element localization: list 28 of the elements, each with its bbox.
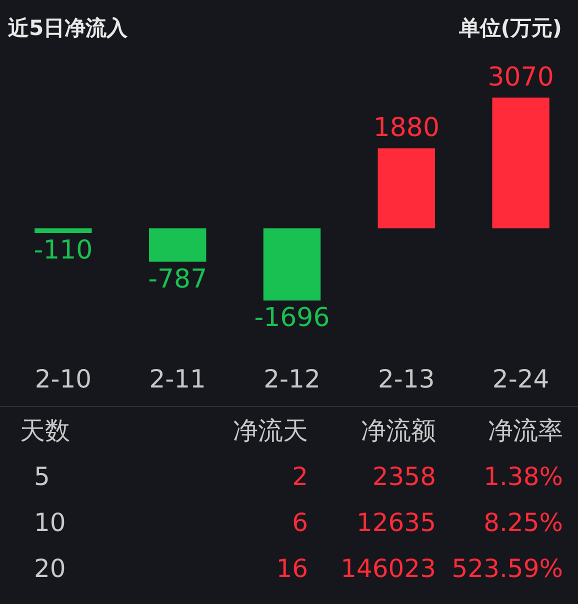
x-tick-label: 2-10 [34,364,92,394]
text: 1.38% [482,462,563,490]
x-tick-label: 2-12 [264,364,320,394]
category-label: 净流率 [487,414,563,446]
text: 16 [275,554,308,582]
x-tick-label: 2-24 [492,364,550,394]
category-label: 净流天 [232,414,308,446]
data-label: -787 [148,264,208,295]
x-tick-label: 2-13 [378,364,435,394]
data-label: 1880 [373,113,440,143]
text: 20 [33,554,67,582]
chart-subtitle: 单位(万元) [458,15,562,42]
data-label: 3070 [488,62,554,92]
x-tick-label: 2-11 [149,364,206,394]
text: 12635 [355,508,436,536]
chart-title: 近5日净流入 [8,15,128,42]
text: 146023 [340,554,436,582]
text: 523.59% [450,554,563,582]
data-label: -110 [34,236,93,266]
text: 2 [291,462,308,490]
text: 2358 [371,462,436,490]
text: 10 [33,508,67,536]
category-label: 净流额 [360,414,436,446]
text: 6 [291,508,308,536]
text: 8.25% [482,508,563,536]
category-label: 天数 [19,414,71,446]
text: 5 [33,462,51,490]
data-label: -1696 [254,303,330,334]
